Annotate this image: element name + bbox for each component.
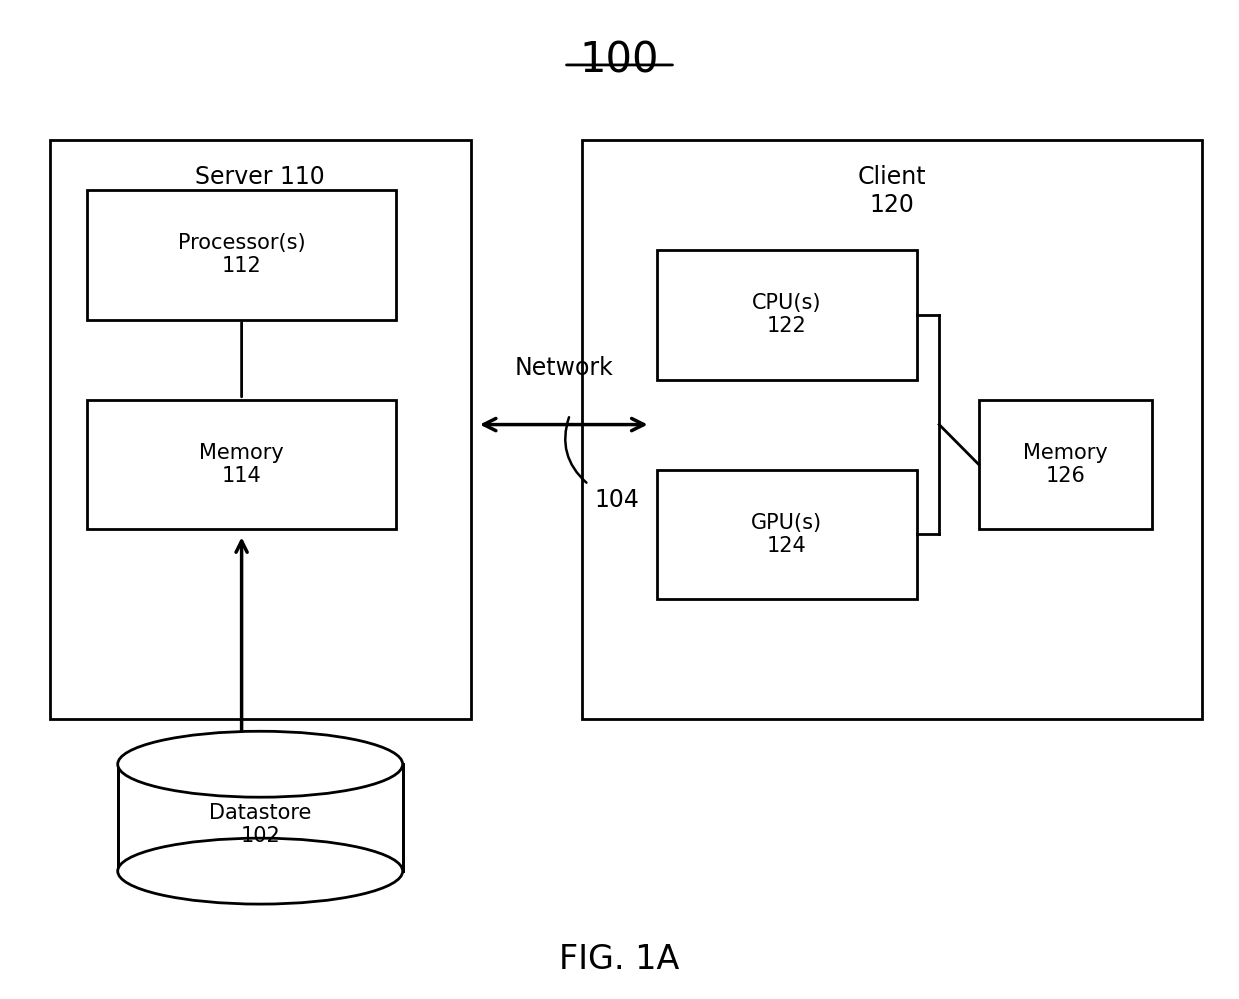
Text: Server 110: Server 110 bbox=[196, 165, 325, 189]
FancyBboxPatch shape bbox=[120, 747, 400, 781]
FancyBboxPatch shape bbox=[50, 140, 471, 719]
Text: Datastore
102: Datastore 102 bbox=[209, 802, 311, 846]
Ellipse shape bbox=[118, 838, 403, 904]
FancyBboxPatch shape bbox=[87, 400, 396, 529]
Text: Network: Network bbox=[514, 356, 613, 380]
FancyBboxPatch shape bbox=[118, 764, 403, 871]
Text: Memory
126: Memory 126 bbox=[1023, 443, 1108, 487]
FancyBboxPatch shape bbox=[657, 250, 917, 380]
Text: Client
120: Client 120 bbox=[857, 165, 927, 217]
FancyBboxPatch shape bbox=[979, 400, 1152, 529]
Text: FIG. 1A: FIG. 1A bbox=[559, 942, 680, 976]
Text: Memory
114: Memory 114 bbox=[199, 443, 284, 487]
Text: GPU(s)
124: GPU(s) 124 bbox=[751, 512, 823, 556]
FancyBboxPatch shape bbox=[657, 470, 917, 599]
FancyBboxPatch shape bbox=[87, 190, 396, 320]
Text: Processor(s)
112: Processor(s) 112 bbox=[177, 233, 306, 277]
FancyBboxPatch shape bbox=[582, 140, 1202, 719]
Text: 100: 100 bbox=[580, 40, 659, 82]
Text: 104: 104 bbox=[595, 488, 639, 511]
Ellipse shape bbox=[118, 731, 403, 797]
Text: CPU(s)
122: CPU(s) 122 bbox=[752, 293, 821, 337]
